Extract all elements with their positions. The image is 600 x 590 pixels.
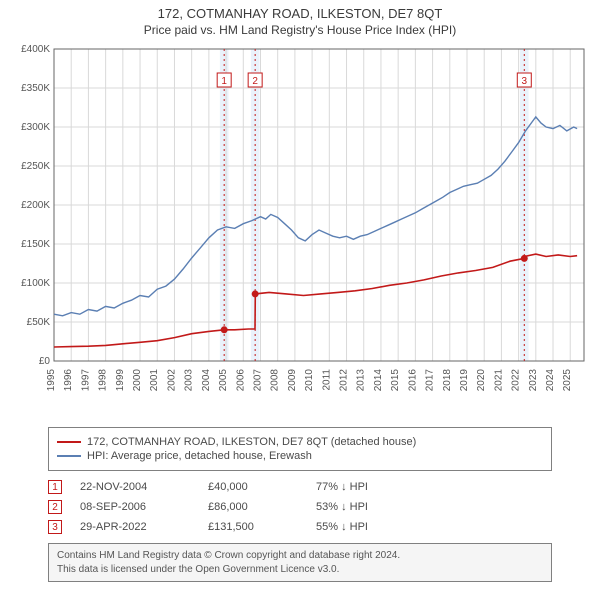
svg-text:1996: 1996 (63, 369, 74, 392)
legend-item: HPI: Average price, detached house, Erew… (57, 450, 543, 462)
svg-text:2007: 2007 (252, 369, 263, 392)
svg-text:2008: 2008 (270, 369, 281, 392)
event-marker: 1 (48, 480, 62, 494)
legend-label: HPI: Average price, detached house, Erew… (87, 450, 312, 462)
svg-text:2012: 2012 (339, 369, 350, 392)
svg-text:2006: 2006 (235, 369, 246, 392)
svg-text:2000: 2000 (132, 369, 143, 392)
svg-text:1997: 1997 (80, 369, 91, 392)
legend-item: 172, COTMANHAY ROAD, ILKESTON, DE7 8QT (… (57, 436, 543, 448)
license-line2: This data is licensed under the Open Gov… (57, 563, 543, 577)
event-date: 08-SEP-2006 (80, 501, 190, 513)
event-hpi: 53% ↓ HPI (316, 501, 416, 513)
svg-text:2001: 2001 (149, 369, 160, 392)
svg-text:2004: 2004 (201, 369, 212, 392)
svg-text:2010: 2010 (304, 369, 315, 392)
svg-text:2002: 2002 (166, 369, 177, 392)
event-marker: 3 (48, 520, 62, 534)
svg-text:2005: 2005 (218, 369, 229, 392)
svg-text:2020: 2020 (476, 369, 487, 392)
svg-text:2003: 2003 (184, 369, 195, 392)
legend: 172, COTMANHAY ROAD, ILKESTON, DE7 8QT (… (48, 427, 552, 471)
event-price: £86,000 (208, 501, 298, 513)
svg-text:£50K: £50K (27, 317, 51, 328)
chart-plot: £0 £50K £100K £150K £200K £250K £300K £350K £400… (8, 43, 592, 423)
chart-container: 172, COTMANHAY ROAD, ILKESTON, DE7 8QT P… (0, 0, 600, 590)
svg-text:2022: 2022 (511, 369, 522, 392)
svg-text:2013: 2013 (356, 369, 367, 392)
event-price: £40,000 (208, 481, 298, 493)
events-table: 1 22-NOV-2004 £40,000 77% ↓ HPI 2 08-SEP-2006… (48, 477, 552, 537)
legend-swatch (57, 441, 81, 443)
svg-text:1999: 1999 (115, 369, 126, 392)
svg-text:£300K: £300K (21, 122, 50, 133)
svg-text:3: 3 (522, 76, 528, 87)
svg-text:£350K: £350K (21, 83, 50, 94)
svg-text:2015: 2015 (390, 369, 401, 392)
license-line1: Contains HM Land Registry data © Crown c… (57, 549, 543, 563)
svg-text:2024: 2024 (545, 369, 556, 392)
svg-text:£0: £0 (39, 356, 51, 367)
event-hpi: 77% ↓ HPI (316, 481, 416, 493)
svg-text:2014: 2014 (373, 369, 384, 392)
chart-svg: £0 £50K £100K £150K £200K £250K £300K £350K £400… (8, 43, 592, 423)
svg-text:£100K: £100K (21, 278, 50, 289)
svg-text:2018: 2018 (442, 369, 453, 392)
svg-text:1: 1 (221, 76, 227, 87)
legend-swatch (57, 455, 81, 457)
svg-text:1998: 1998 (98, 369, 109, 392)
svg-text:2017: 2017 (425, 369, 436, 392)
svg-text:2021: 2021 (493, 369, 504, 392)
event-date: 29-APR-2022 (80, 521, 190, 533)
svg-text:2016: 2016 (407, 369, 418, 392)
svg-text:£250K: £250K (21, 161, 50, 172)
event-hpi: 55% ↓ HPI (316, 521, 416, 533)
chart-subtitle: Price paid vs. HM Land Registry's House … (8, 23, 592, 37)
event-date: 22-NOV-2004 (80, 481, 190, 493)
svg-text:£400K: £400K (21, 44, 50, 55)
event-row: 1 22-NOV-2004 £40,000 77% ↓ HPI (48, 477, 552, 497)
svg-text:2: 2 (252, 76, 258, 87)
event-price: £131,500 (208, 521, 298, 533)
chart-title: 172, COTMANHAY ROAD, ILKESTON, DE7 8QT (8, 6, 592, 21)
svg-text:2009: 2009 (287, 369, 298, 392)
legend-label: 172, COTMANHAY ROAD, ILKESTON, DE7 8QT (… (87, 436, 416, 448)
svg-text:1995: 1995 (46, 369, 57, 392)
svg-text:2019: 2019 (459, 369, 470, 392)
svg-text:2025: 2025 (562, 369, 573, 392)
svg-text:2023: 2023 (528, 369, 539, 392)
event-row: 3 29-APR-2022 £131,500 55% ↓ HPI (48, 517, 552, 537)
event-marker: 2 (48, 500, 62, 514)
svg-text:2011: 2011 (321, 369, 332, 391)
event-row: 2 08-SEP-2006 £86,000 53% ↓ HPI (48, 497, 552, 517)
svg-text:£200K: £200K (21, 200, 50, 211)
license: Contains HM Land Registry data © Crown c… (48, 543, 552, 582)
svg-text:£150K: £150K (21, 239, 50, 250)
